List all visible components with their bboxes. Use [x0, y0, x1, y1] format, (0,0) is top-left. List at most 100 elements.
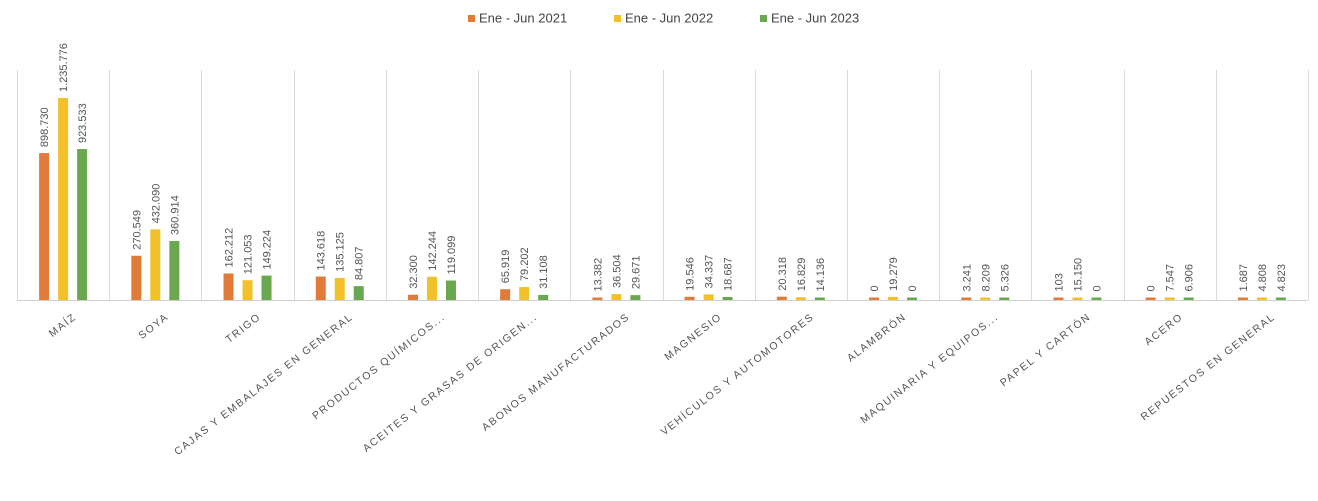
category-gridlines [17, 70, 1309, 301]
data-label: 898.730 [39, 107, 51, 147]
bar [795, 297, 806, 300]
bar [334, 277, 345, 300]
data-label: 149.224 [262, 230, 274, 270]
bar [1145, 297, 1156, 300]
data-label: 0 [869, 285, 881, 291]
data-label: 19.279 [888, 257, 900, 291]
data-label: 16.829 [796, 258, 808, 292]
bar [961, 297, 972, 300]
data-label: 65.919 [500, 250, 512, 284]
bar [1072, 297, 1083, 300]
data-label: 103 [1053, 273, 1065, 291]
bar [445, 280, 456, 300]
data-label: 14.136 [815, 258, 827, 292]
data-label: 142.244 [427, 231, 439, 271]
category-label: VEHÍCULOS Y AUTOMOTORES [658, 310, 817, 438]
data-label: 19.546 [685, 257, 697, 291]
category-label: MAÍZ [46, 310, 79, 340]
category-label: CAJAS Y EMBALAJES EN GENERAL [172, 311, 356, 458]
data-label: 18.687 [723, 257, 735, 291]
bar [722, 296, 733, 300]
data-label: 31.108 [538, 255, 550, 289]
data-label: 1.235.776 [58, 43, 70, 92]
legend-swatch [614, 15, 621, 22]
bar [999, 297, 1010, 300]
bar [1237, 297, 1248, 300]
data-label: 143.618 [316, 231, 328, 271]
bar [1256, 297, 1267, 300]
bar [39, 153, 50, 300]
bar [353, 286, 364, 300]
bar [888, 296, 899, 300]
data-label: 1.687 [1238, 264, 1250, 292]
bar [684, 296, 695, 300]
bars [39, 98, 1286, 300]
category-label: TRIGO [223, 311, 263, 346]
category-label: ABONOS MANUFACTURADOS [480, 311, 632, 434]
bar [1091, 297, 1102, 300]
data-label: 15.150 [1072, 258, 1084, 292]
bar [131, 255, 142, 300]
bar [426, 276, 437, 300]
bar [776, 296, 787, 300]
bar [703, 294, 714, 300]
legend: Ene - Jun 2021 Ene - Jun 2022 Ene - Jun 20… [468, 11, 859, 26]
data-label: 84.807 [354, 246, 366, 280]
data-label: 0 [1146, 285, 1158, 291]
bar [630, 295, 641, 300]
bar [592, 297, 603, 300]
bar [261, 275, 272, 300]
data-label: 0 [1091, 285, 1103, 291]
data-label: 0 [907, 285, 919, 291]
data-label: 13.382 [592, 258, 604, 292]
data-labels: 898.730 1.235.776 923.533 270.549 432.090 360… [39, 43, 1288, 291]
data-label: 121.053 [243, 234, 255, 274]
data-label: 29.671 [630, 255, 642, 289]
data-label: 432.090 [150, 184, 162, 224]
bar [407, 294, 418, 300]
data-label: 5.326 [999, 264, 1011, 292]
data-label: 3.241 [961, 264, 973, 292]
bar [611, 294, 622, 300]
data-label: 7.547 [1165, 264, 1177, 292]
data-label: 270.549 [131, 210, 143, 250]
legend-item: Ene - Jun 2023 [771, 11, 859, 26]
category-label: SOYA [136, 311, 171, 342]
bar [58, 98, 69, 300]
bar [77, 149, 88, 300]
data-label: 6.906 [1184, 264, 1196, 292]
data-label: 8.209 [980, 264, 992, 292]
data-label: 135.125 [335, 232, 347, 272]
legend-item: Ene - Jun 2022 [625, 11, 713, 26]
bar [1164, 297, 1175, 300]
data-label: 162.212 [224, 228, 236, 268]
data-label: 32.300 [408, 255, 420, 289]
legend-item: Ene - Jun 2021 [479, 11, 567, 26]
bar [1275, 297, 1286, 300]
data-label: 4.808 [1257, 264, 1269, 292]
category-label: ACERO [1142, 311, 1185, 348]
data-label: 34.337 [704, 255, 716, 289]
category-label: ACEITES Y GRASAS DE ORIGEN... [361, 311, 540, 455]
bar [980, 297, 991, 300]
data-label: 923.533 [77, 103, 89, 143]
category-label: PAPEL Y CARTÓN [997, 310, 1093, 389]
bar [538, 294, 549, 300]
data-label: 20.318 [777, 257, 789, 291]
bar [907, 297, 918, 300]
legend-swatch [468, 15, 475, 22]
data-label: 4.823 [1276, 264, 1288, 292]
data-label: 119.099 [446, 236, 458, 275]
bar [242, 280, 253, 300]
data-label: 360.914 [169, 195, 181, 235]
bar [500, 289, 511, 300]
bar [869, 297, 880, 300]
category-label: MAGNESIO [662, 311, 724, 363]
bar [1183, 297, 1194, 300]
bar [315, 276, 326, 300]
bar [1053, 297, 1064, 300]
category-label: ALAMBRÓN [844, 310, 909, 364]
data-label: 79.202 [519, 247, 531, 281]
